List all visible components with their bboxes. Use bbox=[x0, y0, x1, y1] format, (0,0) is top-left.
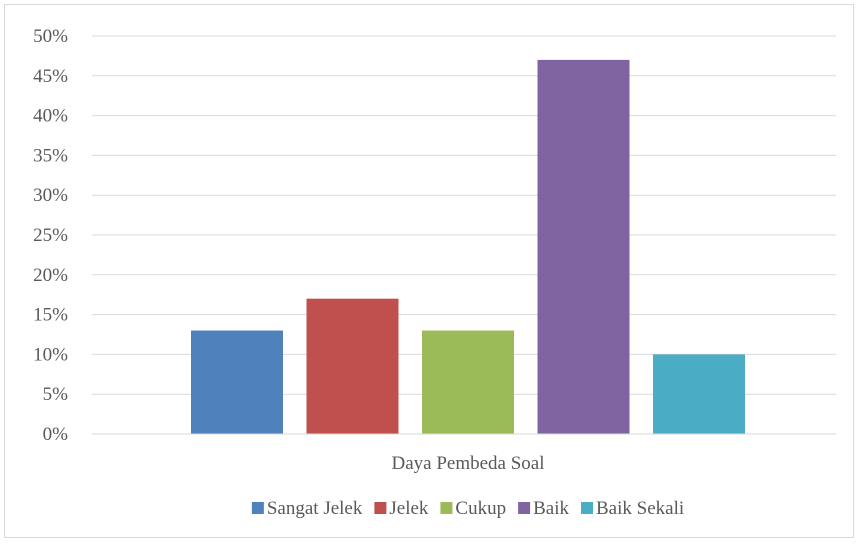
legend: Sangat Jelek Jelek Cukup Baik Baik Sekali bbox=[251, 498, 684, 519]
legend-swatch bbox=[374, 502, 387, 514]
bar-sangat-jelek bbox=[191, 330, 283, 434]
y-axis-tick-labels: 0% 5% 10% 15% 20% 25% 30% 35% 40% 45% 50% bbox=[33, 26, 68, 445]
chart-frame bbox=[4, 4, 854, 538]
y-tick-label: 25% bbox=[33, 225, 68, 246]
legend-label: Jelek bbox=[389, 498, 429, 519]
legend-label: Baik bbox=[533, 498, 569, 519]
y-tick-label: 35% bbox=[33, 145, 68, 166]
legend-swatch bbox=[518, 502, 531, 514]
legend-item-baik-sekali: Baik Sekali bbox=[581, 498, 684, 519]
y-tick-label: 45% bbox=[33, 66, 68, 87]
y-tick-label: 30% bbox=[33, 185, 68, 206]
bar-cukup bbox=[422, 330, 514, 434]
legend-item-cukup: Cukup bbox=[440, 498, 506, 519]
category-label: Daya Pembeda Soal bbox=[391, 453, 544, 474]
bar-baik bbox=[537, 59, 630, 434]
legend-item-jelek: Jelek bbox=[374, 498, 429, 519]
y-tick-label: 5% bbox=[43, 384, 69, 405]
legend-swatch bbox=[581, 502, 593, 514]
legend-item-baik: Baik bbox=[518, 498, 569, 519]
legend-label: Cukup bbox=[455, 498, 506, 519]
legend-label: Sangat Jelek bbox=[267, 498, 363, 519]
legend-label: Baik Sekali bbox=[596, 498, 684, 519]
legend-swatch bbox=[251, 502, 264, 514]
y-tick-label: 40% bbox=[33, 106, 68, 127]
y-tick-label: 0% bbox=[43, 424, 69, 445]
y-tick-label: 15% bbox=[33, 305, 68, 326]
bar-baik-sekali bbox=[653, 354, 745, 434]
legend-swatch bbox=[440, 502, 453, 514]
bar-jelek bbox=[306, 298, 399, 434]
y-tick-label: 50% bbox=[33, 26, 68, 47]
legend-item-sangat-jelek: Sangat Jelek bbox=[251, 498, 363, 519]
y-tick-label: 20% bbox=[33, 265, 68, 286]
bars bbox=[191, 59, 745, 434]
y-tick-label: 10% bbox=[33, 344, 68, 365]
